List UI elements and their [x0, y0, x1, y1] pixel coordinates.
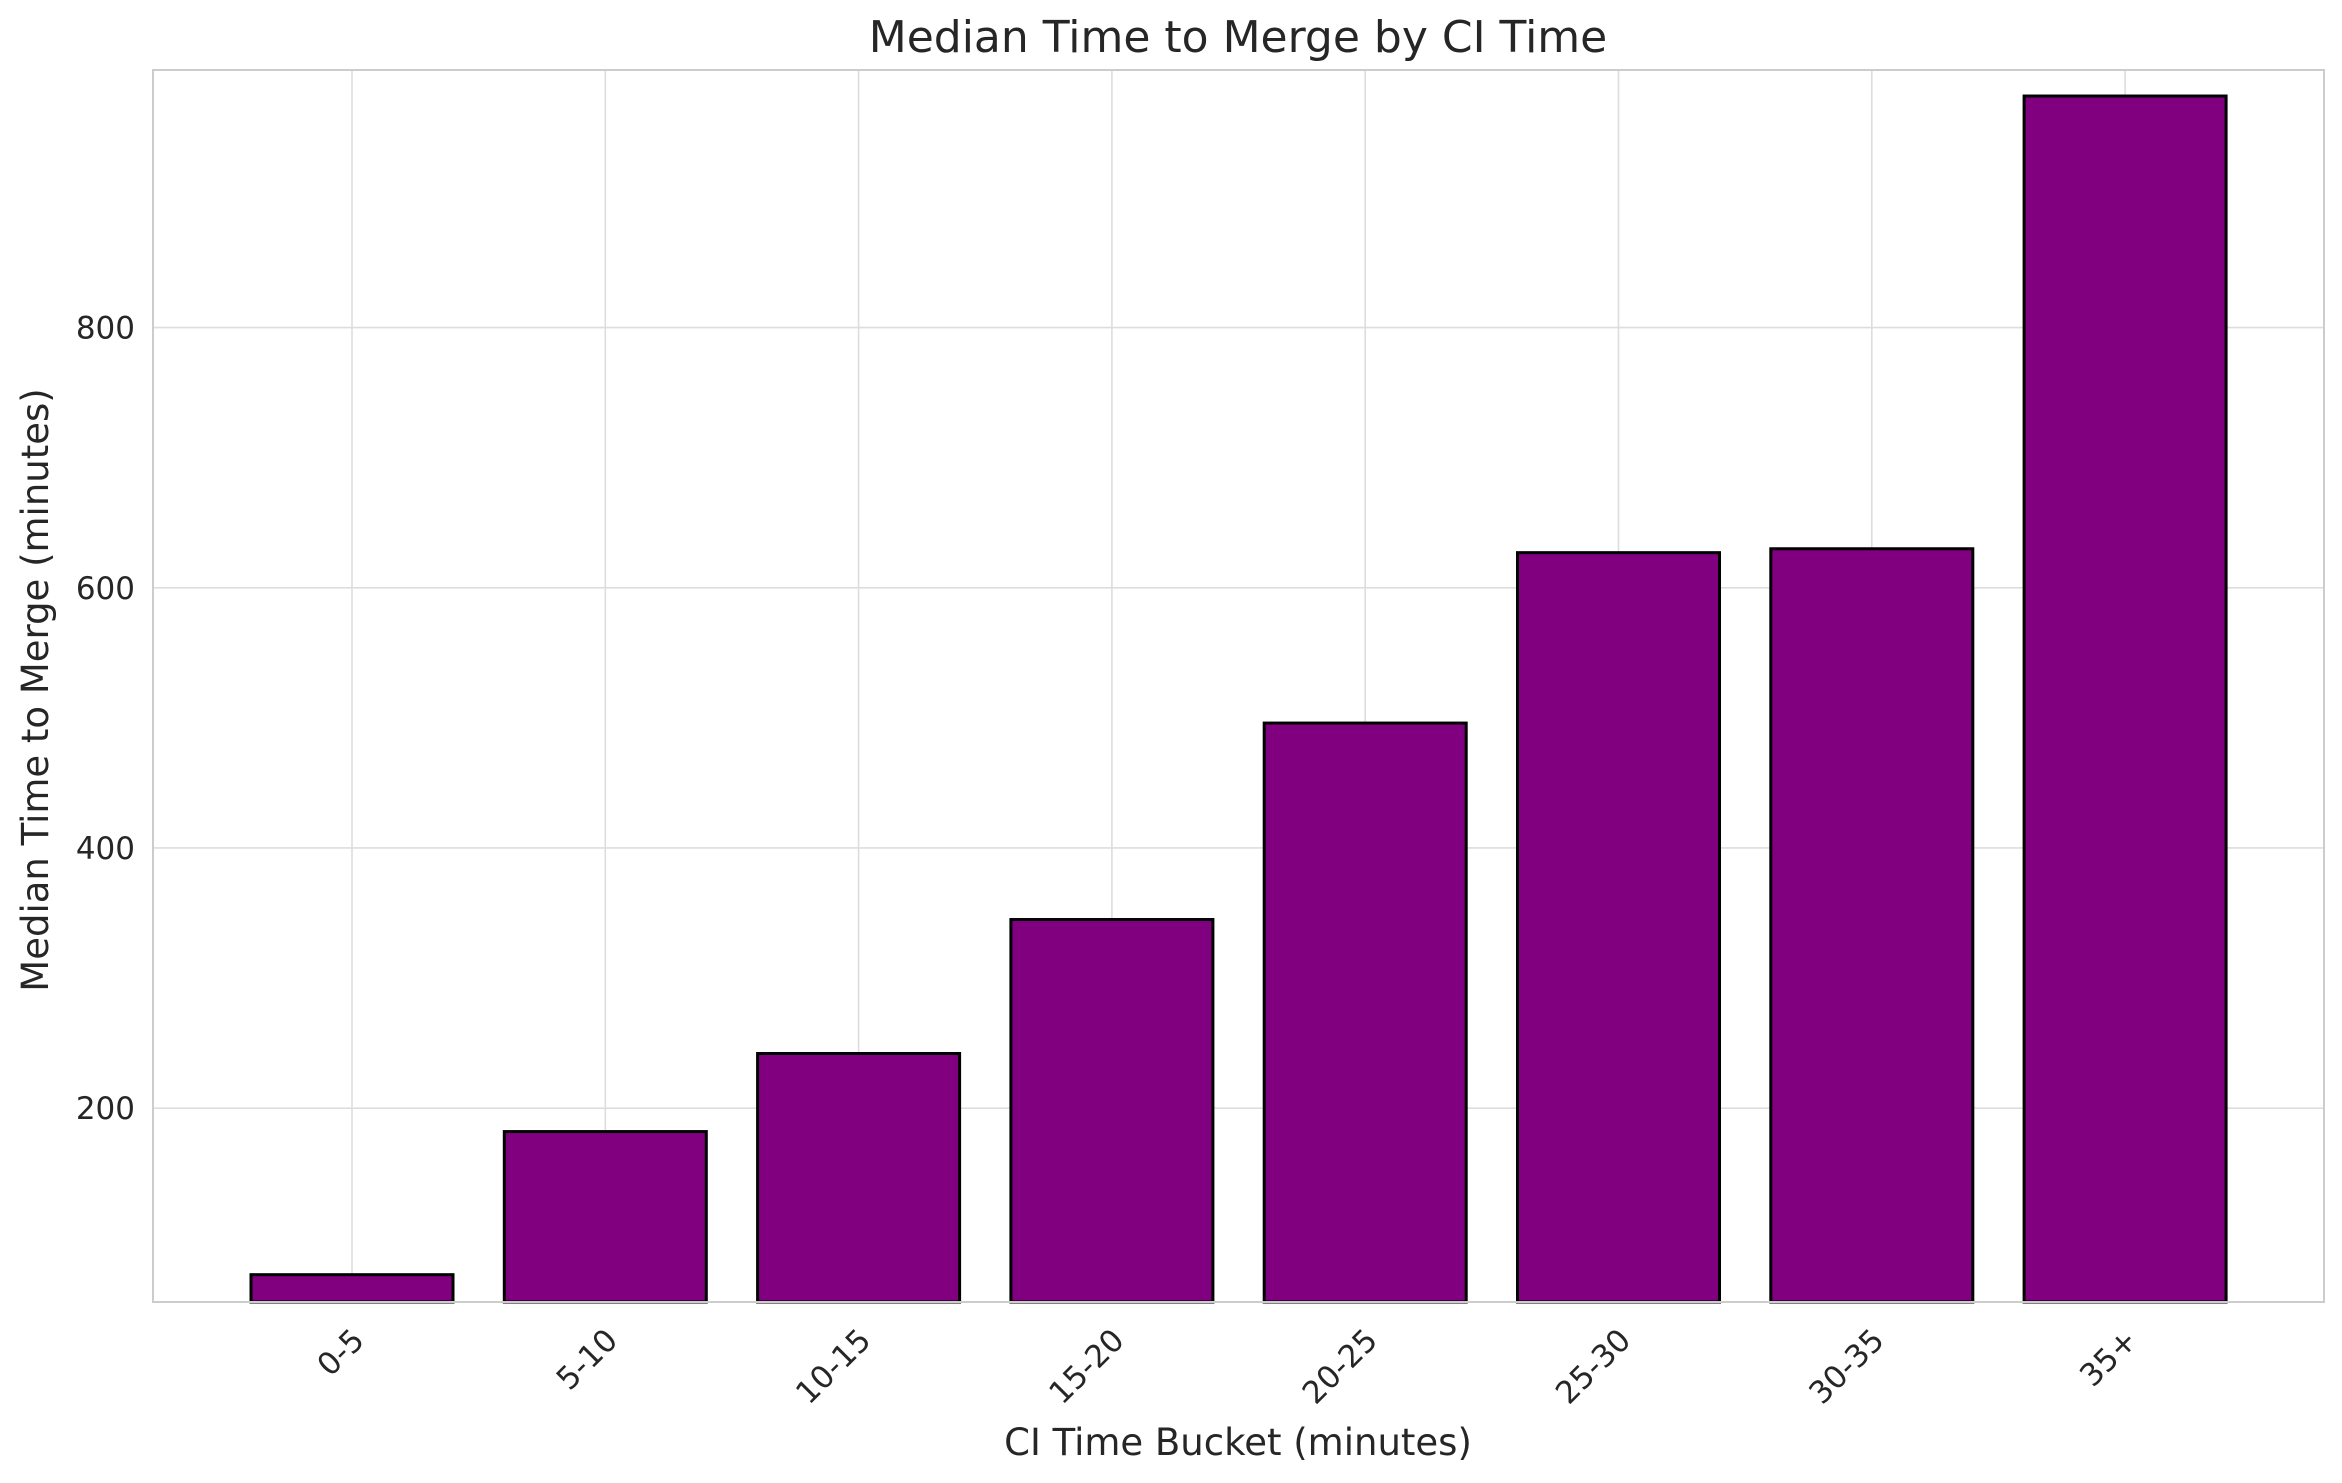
y-tick-label: 800	[76, 311, 135, 347]
bar-5-10	[502, 1130, 708, 1304]
plot-frame	[152, 69, 2325, 1303]
y-tick-labels: 200 400 600 800	[76, 311, 135, 1128]
bar-30-35	[1769, 547, 1975, 1304]
bar-20-25	[1262, 721, 1468, 1304]
y-axis-label: Median Time to Merge (minutes)	[14, 388, 57, 991]
x-axis-label: CI Time Bucket (minutes)	[1004, 1421, 1472, 1464]
bars	[249, 94, 2228, 1304]
y-tick-label: 600	[76, 571, 135, 607]
bar-0-5	[249, 1273, 455, 1304]
y-tick-label: 400	[76, 831, 135, 867]
bar-25-30	[1516, 551, 1721, 1304]
bar-15-20	[1009, 918, 1215, 1304]
bar-35+	[2022, 94, 2228, 1304]
bar-10-15	[756, 1052, 962, 1304]
chart-title: Median Time to Merge by CI Time	[869, 12, 1608, 63]
y-tick-label: 200	[76, 1091, 135, 1127]
